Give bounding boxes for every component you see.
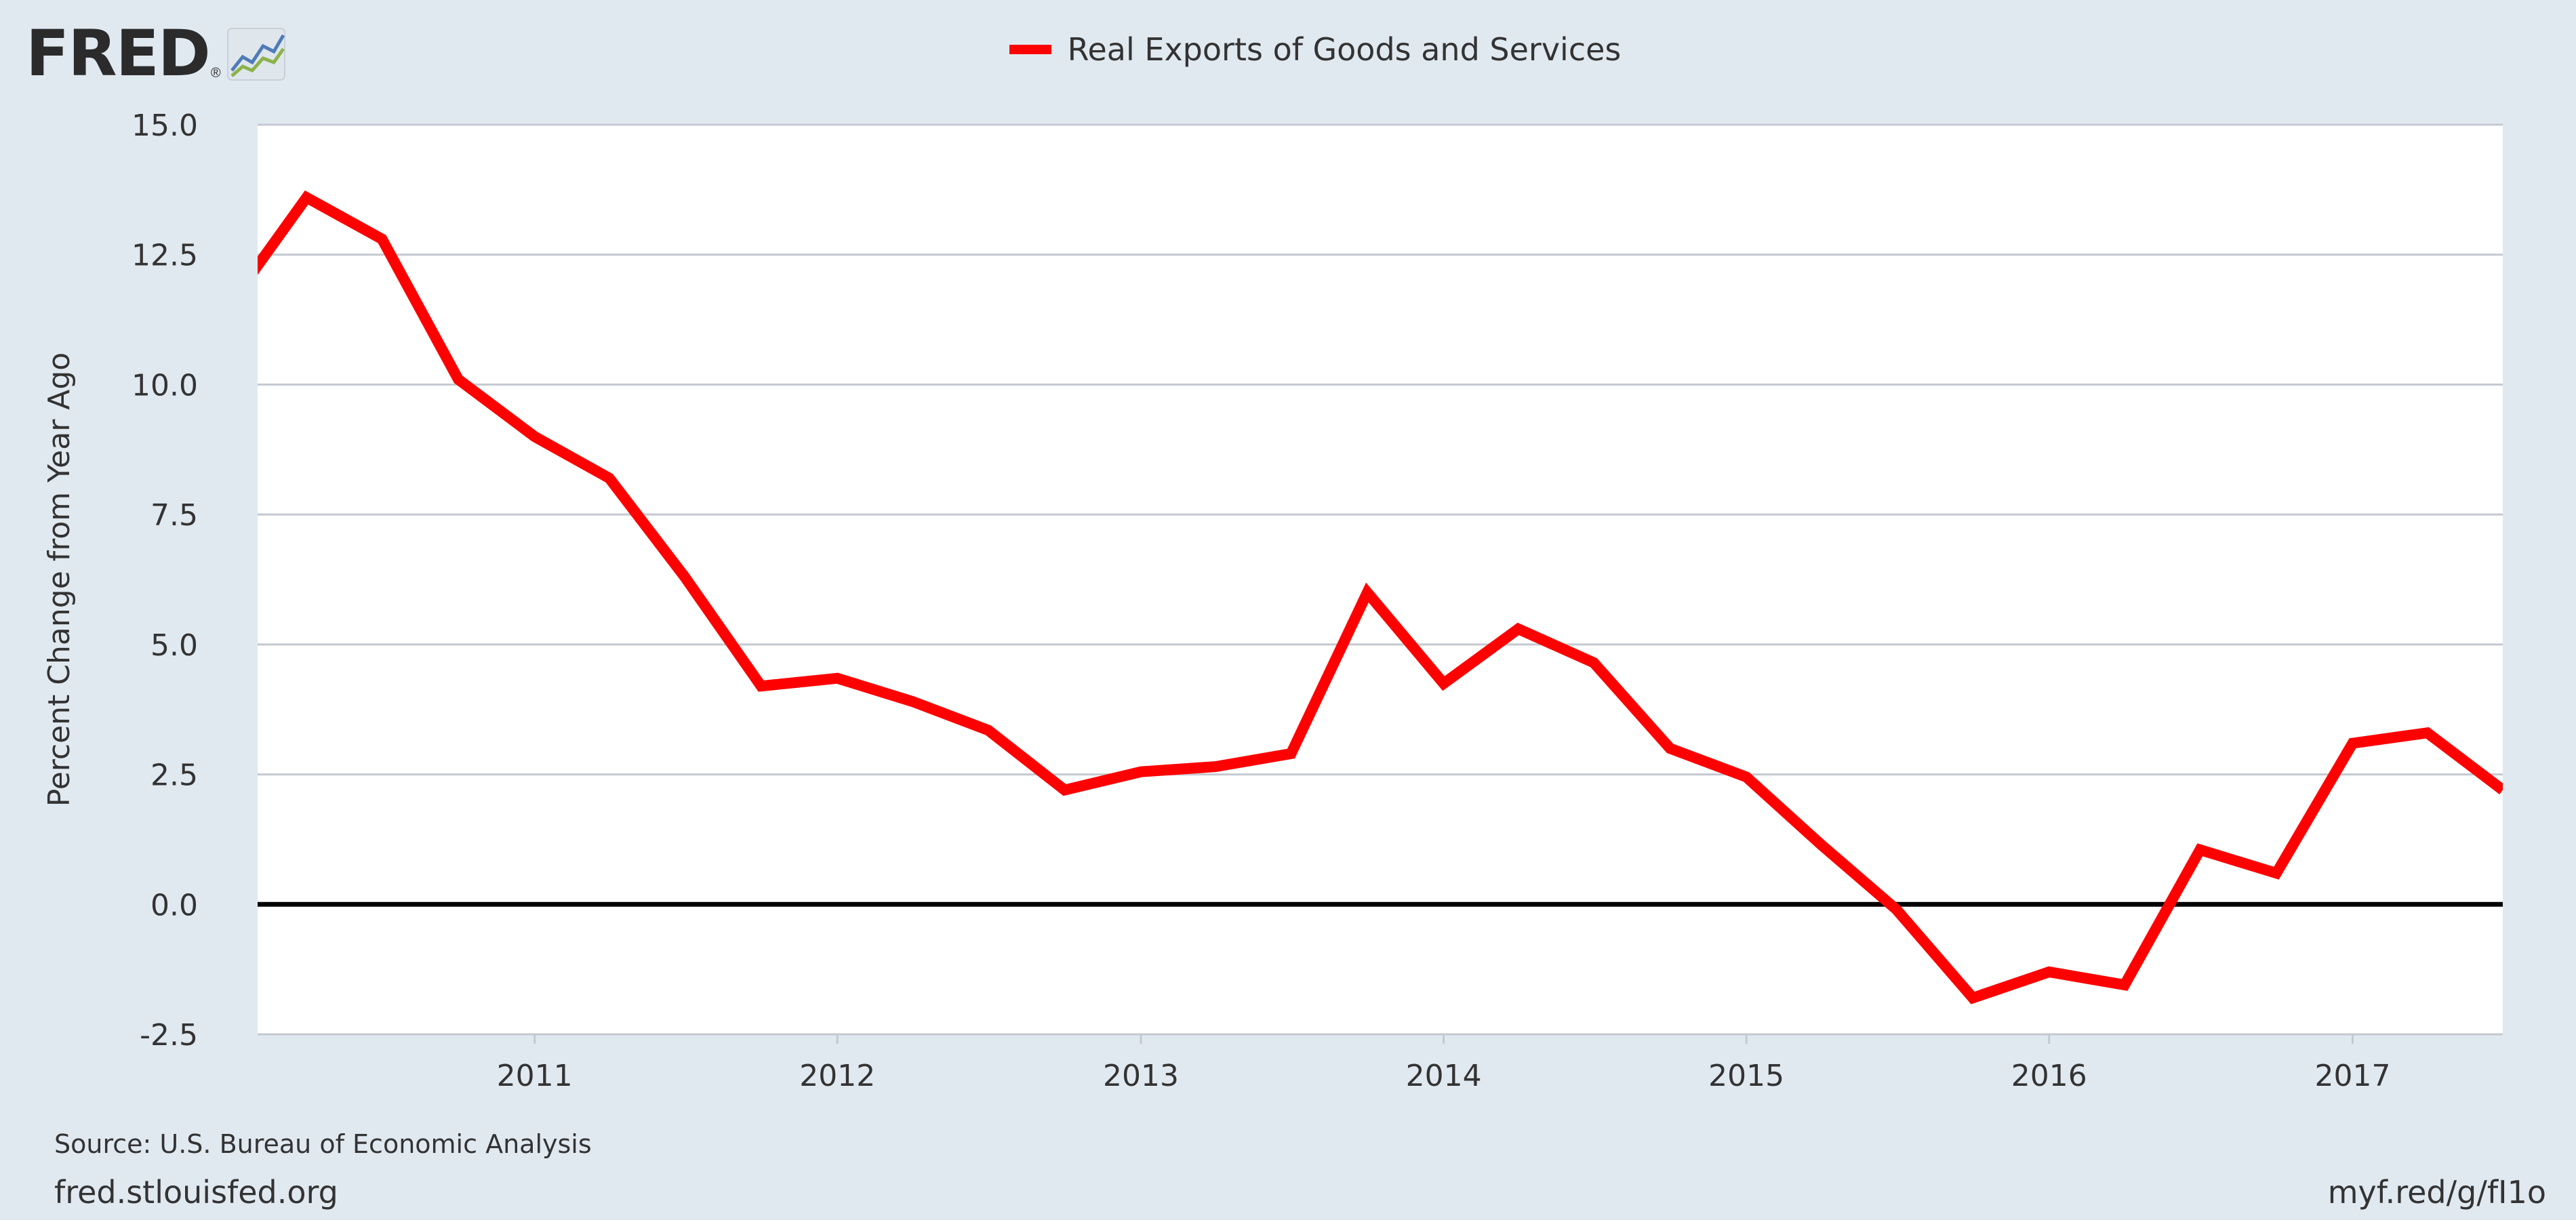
trend-chart-icon	[226, 28, 285, 81]
x-tick-label: 2015	[1708, 1059, 1784, 1093]
y-axis-label: Percent Change from Year Ago	[42, 352, 77, 807]
legend-label: Real Exports of Goods and Services	[1067, 31, 1622, 68]
x-tick-label: 2014	[1406, 1059, 1482, 1093]
y-tick-label: 7.5	[150, 498, 198, 533]
y-tick-label: -2.5	[140, 1018, 198, 1053]
x-tick-label: 2012	[799, 1059, 875, 1093]
y-axis-ticks: 15.0 12.5 10.0 7.5 5.0 2.5 0.0 -2.5	[132, 108, 198, 1053]
x-tick-label: 2011	[497, 1059, 573, 1093]
short-link[interactable]: myf.red/g/fI1o	[2327, 1174, 2546, 1211]
y-tick-label: 10.0	[132, 368, 198, 403]
fred-logo[interactable]: FRED ®	[26, 20, 287, 88]
x-tick-label: 2016	[2011, 1059, 2087, 1093]
series-layer	[258, 190, 2503, 1004]
x-tick-label: 2013	[1103, 1059, 1179, 1093]
x-tick-label: 2017	[2315, 1059, 2391, 1093]
y-tick-label: 15.0	[132, 108, 198, 143]
fred-logo-text: FRED	[26, 17, 211, 91]
chart-legend: Real Exports of Goods and Services	[0, 31, 2576, 68]
y-tick-label: 0.0	[150, 888, 198, 922]
series-line	[258, 190, 2503, 1004]
registered-mark: ®	[210, 66, 221, 81]
site-link[interactable]: fred.stlouisfed.org	[54, 1174, 338, 1211]
source-note: Source: U.S. Bureau of Economic Analysis	[54, 1129, 592, 1159]
y-tick-label: 12.5	[132, 239, 198, 273]
legend-swatch	[1009, 45, 1051, 54]
y-tick-label: 2.5	[150, 758, 198, 793]
y-tick-label: 5.0	[150, 628, 198, 663]
plot-area	[258, 125, 2503, 1034]
x-axis-ticks: 2011 2012 2013 2014 2015 2016 2017	[497, 1034, 2391, 1093]
